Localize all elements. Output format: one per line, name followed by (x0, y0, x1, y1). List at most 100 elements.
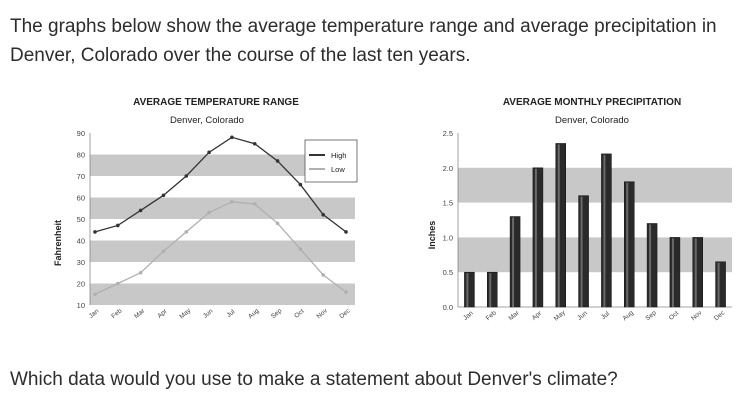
bar-highlight (717, 262, 720, 307)
precipitation-chart-subtitle: Denver, Colorado (555, 115, 629, 126)
temperature-chart-subtitle: Denver, Colorado (170, 115, 244, 126)
low-point (252, 202, 257, 206)
x-tick-label: May (553, 309, 567, 323)
precipitation-bar (487, 271, 498, 308)
precipitation-bar (555, 143, 566, 308)
x-tick-label: Nov (316, 307, 330, 320)
high-point (275, 159, 280, 163)
legend-high-label: High (331, 151, 346, 160)
grid-band (90, 283, 355, 305)
high-point (184, 174, 189, 178)
grid-band (458, 167, 732, 203)
low-point (298, 247, 303, 251)
precipitation-y-axis-label: Inches (427, 221, 437, 250)
high-point (344, 230, 348, 234)
high-point (252, 141, 257, 146)
y-tick-label: 40 (77, 237, 85, 246)
bar-highlight (489, 273, 492, 307)
x-tick-label: Aug (622, 309, 636, 322)
y-tick-label: 30 (77, 258, 85, 267)
precipitation-bar (532, 167, 544, 308)
precipitation-bar (715, 261, 726, 308)
precipitation-chart-title: AVERAGE MONTHLY PRECIPITATION (503, 97, 681, 108)
grid-band (90, 240, 355, 262)
x-tick-label: Feb (485, 309, 498, 322)
bar-highlight (580, 196, 583, 307)
precipitation-bar (646, 223, 658, 308)
precipitation-chart-svg: AVERAGE MONTHLY PRECIPITATION Denver, Co… (427, 97, 732, 323)
x-tick-label: Sep (270, 307, 284, 320)
y-tick-label: 20 (77, 280, 85, 289)
x-tick-label: Mar (133, 307, 147, 320)
low-series-line (94, 201, 347, 295)
precipitation-bar (669, 237, 681, 308)
x-tick-label: Dec (713, 309, 727, 322)
bar-highlight (512, 217, 515, 307)
precipitation-chart: AVERAGE MONTHLY PRECIPITATION Denver, Co… (410, 85, 740, 335)
y-tick-label: 50 (77, 215, 85, 224)
temperature-chart: AVERAGE TEMPERATURE RANGE Denver, Colora… (50, 85, 370, 335)
legend-box (304, 139, 358, 183)
high-point (230, 135, 234, 140)
y-tick-label: 90 (77, 129, 85, 138)
bar-highlight (557, 144, 560, 307)
temperature-y-axis-label: Fahrenheit (53, 220, 63, 266)
y-tick-label: 2.5 (443, 129, 453, 138)
bar-highlight (534, 168, 537, 307)
x-tick-label: Jun (202, 308, 215, 320)
temperature-legend: High Low (304, 139, 358, 183)
x-tick-label: Jan (462, 310, 475, 322)
high-point (161, 193, 166, 198)
temperature-chart-svg: AVERAGE TEMPERATURE RANGE Denver, Colora… (53, 97, 358, 321)
bar-highlight (603, 154, 606, 307)
x-tick-label: Oct (293, 308, 305, 320)
y-tick-label: 0.0 (443, 303, 453, 312)
bar-highlight (649, 224, 652, 307)
low-point (207, 210, 211, 215)
precipitation-bar (601, 153, 612, 308)
bar-highlight (671, 238, 674, 307)
high-point (298, 182, 303, 187)
x-tick-label: Feb (110, 307, 123, 320)
x-tick-label: Apr (156, 307, 169, 319)
low-point (138, 270, 143, 275)
low-point (116, 281, 120, 286)
x-tick-label: Mar (508, 309, 522, 322)
high-point (207, 150, 211, 155)
low-point (275, 221, 280, 226)
intro-text: The graphs below show the average temper… (10, 16, 717, 66)
x-tick-label: Aug (247, 307, 261, 320)
x-tick-label: Jan (88, 308, 101, 320)
y-tick-label: 60 (77, 194, 85, 203)
legend-low-label: Low (331, 165, 345, 174)
bar-highlight (626, 182, 629, 307)
x-tick-label: Oct (668, 310, 680, 322)
low-point (184, 230, 189, 234)
y-tick-label: 1.5 (443, 199, 453, 208)
low-point (344, 290, 348, 294)
x-tick-label: Jul (600, 310, 611, 321)
high-series-line (94, 136, 347, 233)
grid-band (90, 154, 355, 176)
y-tick-label: 0.5 (443, 268, 453, 277)
grid-band (90, 197, 355, 219)
x-tick-label: Sep (644, 309, 658, 322)
y-tick-label: 70 (77, 172, 85, 181)
bar-highlight (466, 273, 469, 307)
question-text: Which data would you use to make a state… (10, 369, 618, 390)
low-point (321, 273, 325, 277)
grid-band (458, 237, 732, 273)
precipitation-bar (464, 271, 475, 308)
y-tick-label: 80 (77, 151, 85, 160)
bar-highlight (694, 238, 697, 307)
high-point (93, 230, 97, 234)
precipitation-bar (509, 216, 521, 308)
y-tick-label: 10 (77, 301, 85, 310)
x-tick-label: May (178, 307, 192, 321)
x-tick-label: Jul (226, 308, 237, 319)
precipitation-bar (578, 195, 589, 308)
high-point (116, 223, 120, 228)
x-tick-label: Dec (338, 307, 352, 320)
temperature-chart-title: AVERAGE TEMPERATURE RANGE (133, 97, 299, 108)
high-point (321, 212, 325, 217)
